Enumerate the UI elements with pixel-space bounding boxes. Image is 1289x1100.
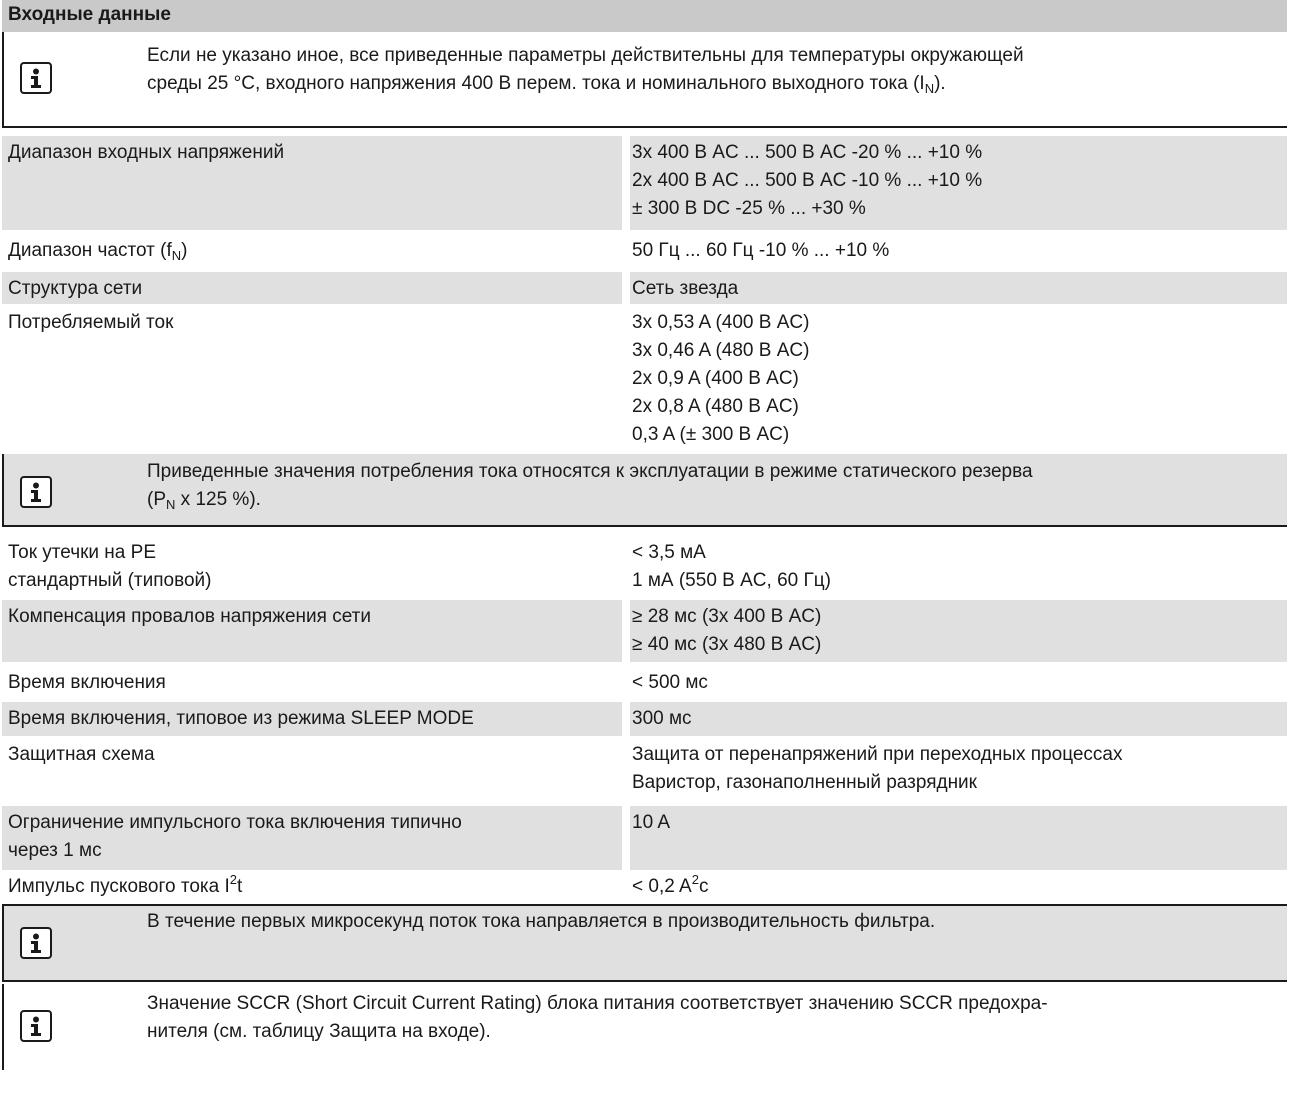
section-title: Входные данные xyxy=(2,0,1287,32)
note-text: Значение SCCR (Short Circuit Current Rat… xyxy=(147,993,1048,1042)
row-value: 3x 400 В AC ... 500 В AC -20 % ... +10 %… xyxy=(630,136,1287,230)
row-leakage-current: Ток утечки на PE стандартный (типовой) <… xyxy=(2,536,1287,598)
row-label: Импульс пускового тока I2t xyxy=(8,872,243,897)
note-ambient-conditions: Если не указано иное, все приведенные па… xyxy=(2,32,1287,128)
row-value: 300 мс xyxy=(630,702,1287,736)
row-voltage-dip-compensation: Компенсация провалов напряжения сети ≥ 2… xyxy=(2,600,1287,662)
row-value: < 3,5 мА 1 мА (550 В AC, 60 Гц) xyxy=(632,542,831,591)
row-value: < 0,2 A2c xyxy=(632,872,709,897)
row-label: Структура сети xyxy=(2,272,622,304)
info-icon xyxy=(20,1010,52,1042)
row-label: Защитная схема xyxy=(8,744,155,765)
row-label: Время включения, типовое из режима SLEEP… xyxy=(2,702,622,736)
row-value: 3x 0,53 A (400 В AC) 3x 0,46 A (480 В AC… xyxy=(632,312,810,445)
row-label: Время включения xyxy=(8,672,166,693)
row-value: < 500 мс xyxy=(632,672,708,693)
info-icon xyxy=(20,927,52,959)
row-value: 10 A xyxy=(630,806,1287,870)
note-text: В течение первых микросекунд поток тока … xyxy=(147,911,936,932)
row-switch-on-time: Время включения < 500 мс xyxy=(2,666,1287,700)
note-text: Если не указано иное, все приведенные па… xyxy=(147,45,1024,96)
note-filter: В течение первых микросекунд поток тока … xyxy=(2,904,1287,982)
row-label: Потребляемый ток xyxy=(8,312,174,333)
row-label: Ток утечки на PE стандартный (типовой) xyxy=(8,542,212,591)
note-text: Приведенные значения потребления тока от… xyxy=(147,461,1033,512)
row-value: Защита от перенапряжений при переходных … xyxy=(632,744,1123,793)
row-sleep-mode-switch-on: Время включения, типовое из режима SLEEP… xyxy=(2,702,1287,736)
row-label: Диапазон входных напряжений xyxy=(2,136,622,230)
row-label: Ограничение импульсного тока включения т… xyxy=(2,806,622,870)
row-value: ≥ 28 мс (3x 400 В AC) ≥ 40 мс (3x 480 В … xyxy=(630,600,1287,662)
row-label: Компенсация провалов напряжения сети xyxy=(2,600,622,662)
row-inrush-i2t: Импульс пускового тока I2t < 0,2 A2c xyxy=(2,870,1287,904)
row-frequency-range: Диапазон частот (fN) 50 Гц ... 60 Гц -10… xyxy=(2,234,1287,270)
info-icon xyxy=(20,62,52,94)
row-network-structure: Структура сети Сеть звезда xyxy=(2,272,1287,304)
row-value: Сеть звезда xyxy=(630,272,1287,304)
note-sccr: Значение SCCR (Short Circuit Current Rat… xyxy=(2,984,1287,1070)
row-value: 50 Гц ... 60 Гц -10 % ... +10 % xyxy=(632,240,890,261)
row-label: Диапазон частот (fN) xyxy=(8,240,188,263)
row-input-voltage-range: Диапазон входных напряжений 3x 400 В AC … xyxy=(2,136,1287,230)
row-protective-circuit: Защитная схема Защита от перенапряжений … xyxy=(2,738,1287,804)
input-data-table: Входные данные Если не указано иное, все… xyxy=(2,0,1287,1070)
row-current-consumption: Потребляемый ток 3x 0,53 A (400 В AC) 3x… xyxy=(2,306,1287,454)
info-icon xyxy=(20,476,52,508)
row-inrush-current-limit: Ограничение импульсного тока включения т… xyxy=(2,806,1287,870)
note-current-consumption: Приведенные значения потребления тока от… xyxy=(2,454,1287,527)
